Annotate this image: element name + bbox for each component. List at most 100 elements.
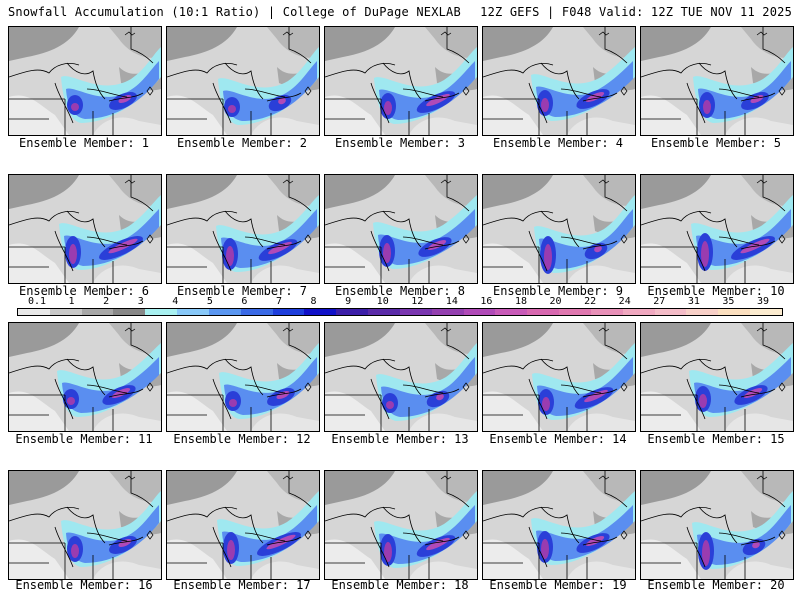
ensemble-member-map (482, 322, 636, 432)
colorbar-tick-label: 12 (411, 296, 424, 307)
ensemble-member-label: Ensemble Member: 12 (173, 432, 311, 446)
colorbar-tick-label: 20 (549, 296, 562, 307)
ensemble-member-map (8, 174, 162, 284)
ensemble-member-map (324, 470, 478, 580)
snowfall-map-image (9, 175, 161, 283)
colorbar-swatch (177, 309, 209, 315)
colorbar-swatch (399, 309, 432, 315)
snowfall-colorbar: 0.1 1 2 3 4 5 6 7 8 9 10 12 14 16 18 20 22 24 27 31 35 39 (17, 296, 783, 318)
ensemble-member-map (482, 470, 636, 580)
ensemble-member-label: Ensemble Member: 19 (489, 578, 627, 592)
snowfall-map-image (641, 471, 793, 579)
ensemble-member-map (8, 322, 162, 432)
ensemble-member-map (640, 26, 794, 136)
colorbar-tick-label: 6 (241, 296, 248, 307)
colorbar-tick-label: 18 (514, 296, 528, 307)
colorbar-swatch (463, 309, 496, 315)
snowfall-map-image (9, 323, 161, 431)
ensemble-member-map (8, 26, 162, 136)
ensemble-member-label: Ensemble Member: 3 (334, 136, 466, 150)
colorbar-tick-label: 27 (653, 296, 666, 307)
ensemble-member-label: Ensemble Member: 1 (18, 136, 150, 150)
figure-title: Snowfall Accumulation (10:1 Ratio) | Col… (8, 5, 461, 19)
ensemble-member-map (324, 322, 478, 432)
colorbar-swatch (622, 309, 655, 315)
snowfall-map-image (641, 27, 793, 135)
colorbar-swatch (431, 309, 464, 315)
run-valid-time: 12Z GEFS | F048 Valid: 12Z TUE NOV 11 20… (480, 5, 792, 19)
colorbar-tick-label: 7 (275, 296, 283, 307)
snowfall-map-image (167, 27, 319, 135)
ensemble-member-label: Ensemble Member: 15 (647, 432, 785, 446)
colorbar-tick-label: 24 (618, 296, 631, 307)
snowfall-map-image (483, 471, 635, 579)
ensemble-member-label: Ensemble Member: 8 (334, 284, 466, 298)
colorbar-tick-label: 4 (172, 296, 179, 307)
ensemble-member-label: Ensemble Member: 5 (650, 136, 782, 150)
ensemble-member-label: Ensemble Member: 6 (18, 284, 150, 298)
colorbar-tick-label: 35 (722, 296, 735, 307)
ensemble-member-map (640, 470, 794, 580)
colorbar-swatch (718, 309, 751, 315)
ensemble-member-map (166, 322, 320, 432)
colorbar-tick-label: 14 (445, 296, 458, 307)
snowfall-map-image (483, 27, 635, 135)
colorbar-swatch (336, 309, 369, 315)
ensemble-member-map (166, 470, 320, 580)
colorbar-swatch (81, 309, 114, 315)
snowfall-map-image (325, 27, 477, 135)
colorbar-swatch (559, 309, 591, 315)
ensemble-member-map (324, 26, 478, 136)
ensemble-member-label: Ensemble Member: 18 (331, 578, 469, 592)
ensemble-member-label: Ensemble Member: 16 (15, 578, 153, 592)
ensemble-member-label: Ensemble Member: 11 (15, 432, 153, 446)
ensemble-member-label: Ensemble Member: 7 (176, 284, 308, 298)
snowfall-map-image (9, 27, 161, 135)
snowfall-map-image (9, 471, 161, 579)
ensemble-member-label: Ensemble Member: 2 (176, 136, 308, 150)
colorbar-swatch (368, 309, 400, 315)
colorbar-swatch (654, 309, 687, 315)
ensemble-member-map (8, 470, 162, 580)
colorbar-swatch (686, 309, 719, 315)
colorbar-swatch (750, 309, 782, 315)
colorbar-swatch (49, 309, 82, 315)
colorbar-tick-label: 9 (345, 296, 352, 307)
ensemble-member-label: Ensemble Member: 20 (647, 578, 785, 592)
ensemble-member-label: Ensemble Member: 17 (173, 578, 311, 592)
ensemble-member-label: Ensemble Member: 4 (492, 136, 624, 150)
colorbar-swatch (590, 309, 623, 315)
snowfall-map-image (483, 175, 635, 283)
snowfall-map-image (167, 471, 319, 579)
snowfall-map-image (325, 471, 477, 579)
ensemble-member-map (640, 174, 794, 284)
ensemble-member-label: Ensemble Member: 9 (492, 284, 624, 298)
ensemble-member-map (324, 174, 478, 284)
colorbar-swatch (272, 309, 305, 315)
ensemble-member-map (482, 174, 636, 284)
ensemble-member-label: Ensemble Member: 13 (331, 432, 469, 446)
ensemble-member-map (640, 322, 794, 432)
snowfall-map-image (325, 323, 477, 431)
colorbar-tick-label: 5 (206, 296, 213, 307)
ensemble-member-map (166, 26, 320, 136)
colorbar-tick-label: 31 (687, 296, 700, 307)
colorbar-tick-label: 39 (756, 296, 770, 307)
colorbar-strip (17, 308, 783, 316)
colorbar-swatch (208, 309, 241, 315)
snowfall-map-image (641, 175, 793, 283)
colorbar-tick-label: 1 (68, 296, 75, 307)
snowfall-map-image (167, 323, 319, 431)
colorbar-swatch (145, 309, 178, 315)
snowfall-map-image (325, 175, 477, 283)
colorbar-tick-label: 10 (376, 296, 389, 307)
colorbar-swatch (113, 309, 146, 315)
colorbar-tick-label: 22 (584, 296, 597, 307)
colorbar-tick-label: 0.1 (27, 296, 47, 307)
colorbar-swatch (495, 309, 528, 315)
ensemble-member-label: Ensemble Member: 14 (489, 432, 627, 446)
colorbar-swatch (304, 309, 337, 315)
colorbar-swatch (18, 309, 50, 315)
colorbar-labels: 0.1 1 2 3 4 5 6 7 8 9 10 12 14 16 18 20 22 24 27 31 35 39 (17, 296, 783, 307)
colorbar-swatch (527, 309, 560, 315)
